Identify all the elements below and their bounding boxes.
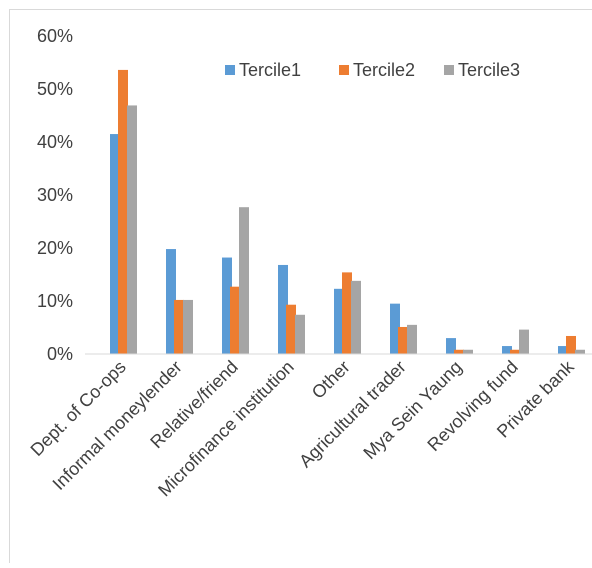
bar-tercile3: [239, 207, 249, 354]
legend-label: Tercile2: [353, 60, 415, 80]
x-tick-label: Mya Sein Yaung: [359, 357, 465, 463]
y-tick-label: 50%: [37, 79, 73, 99]
bar-tercile2: [510, 350, 520, 354]
y-tick-label: 60%: [37, 26, 73, 46]
legend-swatch: [339, 65, 349, 75]
bar-tercile2: [454, 350, 464, 354]
bar-tercile3: [519, 330, 529, 354]
bar-tercile2: [174, 300, 184, 354]
legend: Tercile1 Tercile2 Tercile3: [225, 60, 520, 80]
bar-tercile3: [351, 281, 361, 354]
y-tick-label: 30%: [37, 185, 73, 205]
legend-swatch: [444, 65, 454, 75]
x-tick-label: Dept. of Co-ops: [27, 357, 130, 460]
bar-tercile2: [566, 336, 576, 354]
bar-tercile3: [295, 315, 305, 354]
bar-tercile2: [230, 287, 240, 354]
bar-tercile3: [183, 300, 193, 354]
bar-tercile2: [342, 272, 352, 354]
bar-tercile2: [118, 70, 128, 354]
y-tick-label: 40%: [37, 132, 73, 152]
bar-tercile3: [575, 350, 585, 354]
y-tick-label: 10%: [37, 291, 73, 311]
bar-tercile2: [286, 305, 296, 354]
legend-label: Tercile3: [458, 60, 520, 80]
chart-border: [10, 10, 592, 564]
bar-tercile2: [398, 327, 408, 354]
bar-tercile3: [127, 105, 137, 354]
y-axis-ticks: 0% 10% 20% 30% 40% 50% 60%: [37, 26, 73, 364]
legend-label: Tercile1: [239, 60, 301, 80]
y-tick-label: 20%: [37, 238, 73, 258]
x-tick-label: Agricultural trader: [295, 357, 410, 472]
bar-tercile3: [407, 325, 417, 354]
bar-tercile3: [463, 350, 473, 354]
bars-group: [110, 70, 585, 354]
legend-swatch: [225, 65, 235, 75]
y-tick-label: 0%: [47, 344, 73, 364]
x-tick-label: Other: [308, 357, 354, 403]
